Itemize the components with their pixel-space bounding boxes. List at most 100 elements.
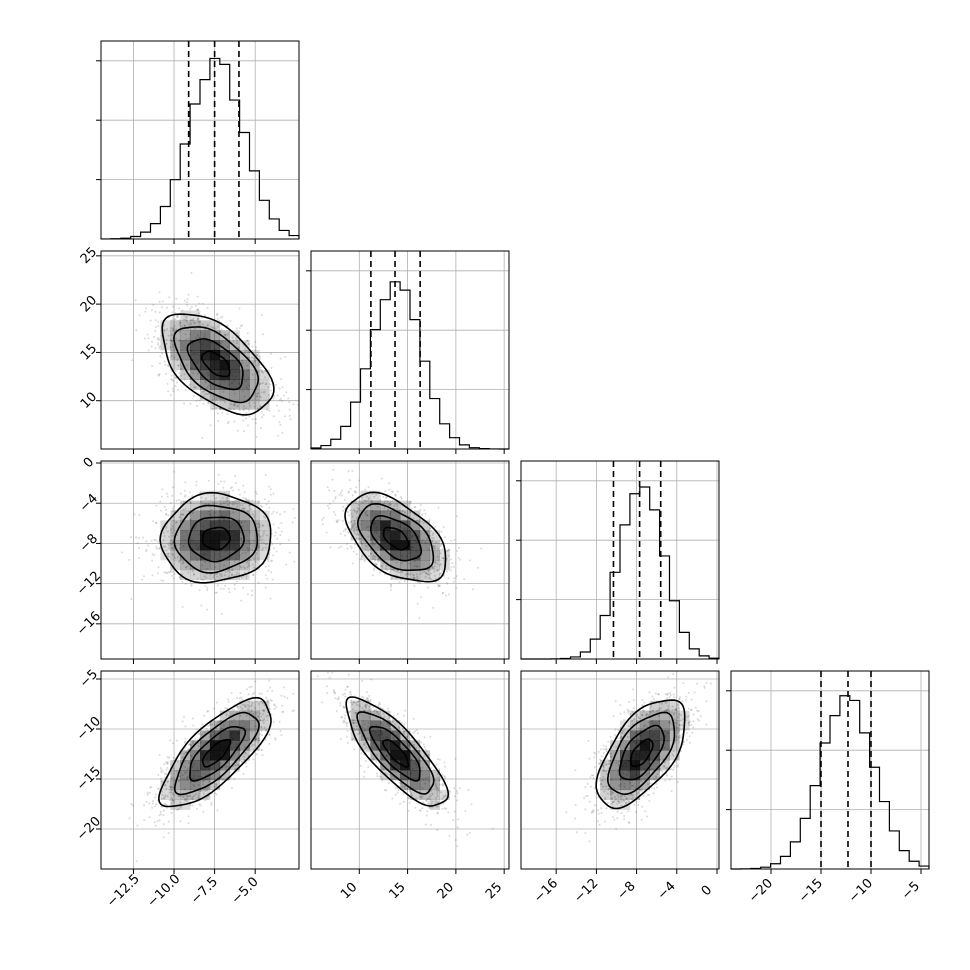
density-bin — [229, 389, 240, 400]
scatter-point — [690, 708, 693, 711]
scatter-point — [236, 500, 239, 503]
scatter-point — [380, 776, 383, 779]
scatter-point — [170, 543, 173, 546]
scatter-point — [334, 497, 337, 500]
scatter-point — [407, 572, 410, 575]
scatter-point — [424, 512, 427, 515]
scatter-point — [178, 307, 181, 310]
scatter-point — [358, 732, 361, 735]
scatter-point — [166, 762, 169, 765]
scatter-point — [623, 799, 626, 802]
scatter-point — [393, 569, 396, 572]
scatter-point — [245, 575, 248, 578]
scatter-point — [172, 328, 174, 331]
scatter-point — [179, 321, 182, 324]
scatter-point — [183, 501, 185, 503]
scatter-point — [349, 487, 352, 490]
scatter-point — [175, 521, 178, 524]
scatter-point — [184, 316, 187, 318]
scatter-point — [193, 795, 195, 797]
scatter-point — [346, 543, 349, 545]
scatter-point — [393, 505, 396, 508]
scatter-point — [185, 338, 187, 341]
scatter-point — [241, 504, 244, 507]
scatter-point — [626, 797, 629, 800]
scatter-point — [351, 469, 354, 472]
scatter-point — [270, 713, 273, 716]
scatter-point — [206, 710, 209, 713]
scatter-point — [207, 503, 210, 506]
scatter-point — [352, 721, 355, 724]
scatter-point — [167, 571, 170, 574]
scatter-point — [188, 384, 191, 387]
contour-2 — [356, 711, 435, 795]
scatter-point — [430, 766, 433, 769]
scatter-point — [223, 574, 226, 577]
density-bin — [390, 520, 401, 531]
scatter-point — [148, 791, 151, 794]
scatter-point — [660, 702, 663, 705]
contour-1 — [370, 514, 423, 562]
scatter-point — [624, 797, 627, 800]
scatter-point — [219, 573, 222, 576]
scatter-point — [256, 354, 259, 356]
density-bin — [259, 700, 270, 711]
scatter-point — [441, 773, 444, 776]
density-bin — [649, 730, 660, 741]
scatter-point — [222, 778, 225, 781]
density-bin — [209, 490, 221, 501]
scatter-point — [607, 788, 610, 791]
scatter-point — [693, 691, 696, 694]
density-bin — [350, 520, 361, 531]
scatter-point — [403, 785, 406, 788]
scatter-point — [353, 522, 356, 525]
scatter-point — [221, 340, 224, 343]
scatter-point — [268, 506, 271, 509]
scatter-point — [169, 786, 172, 789]
scatter-point — [254, 738, 257, 741]
scatter-point — [332, 500, 335, 503]
scatter-point — [643, 725, 645, 728]
scatter-point — [247, 693, 250, 696]
scatter-point — [193, 327, 196, 330]
scatter-point — [193, 785, 196, 788]
scatter-point — [215, 407, 217, 410]
scatter-point — [412, 743, 415, 746]
scatter-point — [260, 726, 263, 728]
scatter-point — [184, 299, 186, 302]
scatter-point — [258, 739, 261, 742]
scatter-point — [352, 508, 355, 511]
scatter-point — [179, 775, 182, 778]
xtick-label-0: −16 — [531, 876, 561, 906]
scatter-point — [255, 753, 258, 756]
scatter-point — [183, 324, 186, 327]
scatter-point — [167, 552, 170, 555]
scatter-point — [162, 814, 165, 817]
scatter-point — [366, 510, 369, 513]
scatter-point — [225, 497, 228, 500]
scatter-point — [253, 557, 256, 560]
scatter-point — [197, 797, 200, 800]
scatter-point — [418, 750, 421, 753]
scatter-point — [390, 584, 393, 587]
density-bin — [390, 560, 401, 571]
scatter-point — [679, 734, 682, 737]
scatter-point — [687, 715, 690, 718]
scatter-point — [647, 772, 650, 775]
scatter-point — [597, 751, 600, 753]
scatter-point — [257, 741, 259, 744]
scatter-point — [165, 773, 168, 775]
scatter-point — [160, 352, 163, 355]
scatter-point — [186, 565, 189, 568]
scatter-point — [203, 714, 206, 717]
scatter-point — [227, 575, 230, 578]
scatter-point — [329, 546, 332, 549]
scatter-point — [269, 597, 272, 600]
scatter-point — [434, 547, 437, 550]
scatter-point — [351, 515, 354, 518]
scatter-point — [355, 486, 358, 489]
scatter-point — [266, 577, 269, 580]
scatter-point — [163, 328, 165, 331]
scatter-point — [171, 327, 174, 330]
scatter-point — [202, 578, 205, 581]
